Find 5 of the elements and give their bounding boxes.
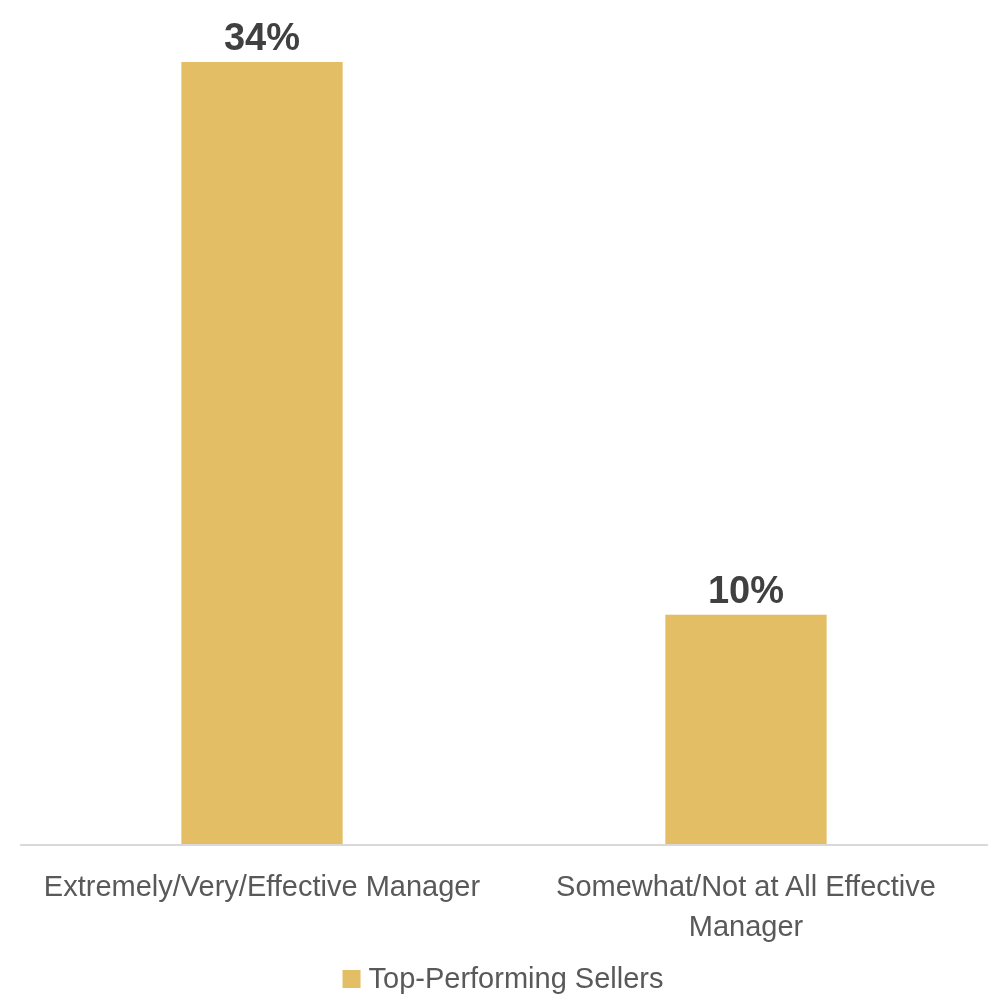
data-label: 10% [707,568,785,611]
x-tick-label: Extremely/Very/Effective Manager [43,870,481,902]
legend-label: Top-Performing Sellers [368,962,664,994]
x-tick-label: Somewhat/Not at All Effective Manager [556,870,936,942]
data-label: 34% [223,16,301,58]
